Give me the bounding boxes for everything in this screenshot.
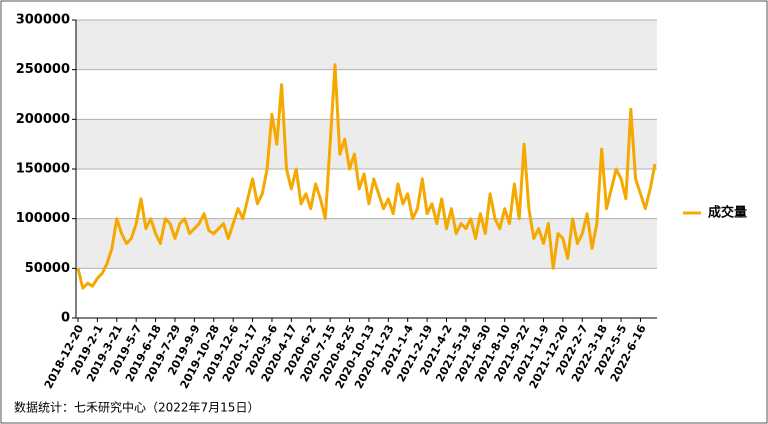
source-note: 数据统计：七禾研究中心（2022年7月15日） <box>14 400 259 415</box>
grid-band <box>76 20 657 70</box>
y-tick-label: 250000 <box>16 62 70 77</box>
series-line <box>76 63 657 290</box>
grid-band <box>76 119 657 169</box>
y-tick-label: 200000 <box>16 112 70 127</box>
y-tick-label: 300000 <box>16 13 70 28</box>
y-tick-label: 150000 <box>16 162 70 177</box>
y-tick-label: 50000 <box>25 261 70 276</box>
y-tick-label: 0 <box>61 311 70 326</box>
grid-band <box>76 218 657 269</box>
y-tick-label: 100000 <box>16 211 70 226</box>
legend-label: 成交量 <box>708 205 747 221</box>
